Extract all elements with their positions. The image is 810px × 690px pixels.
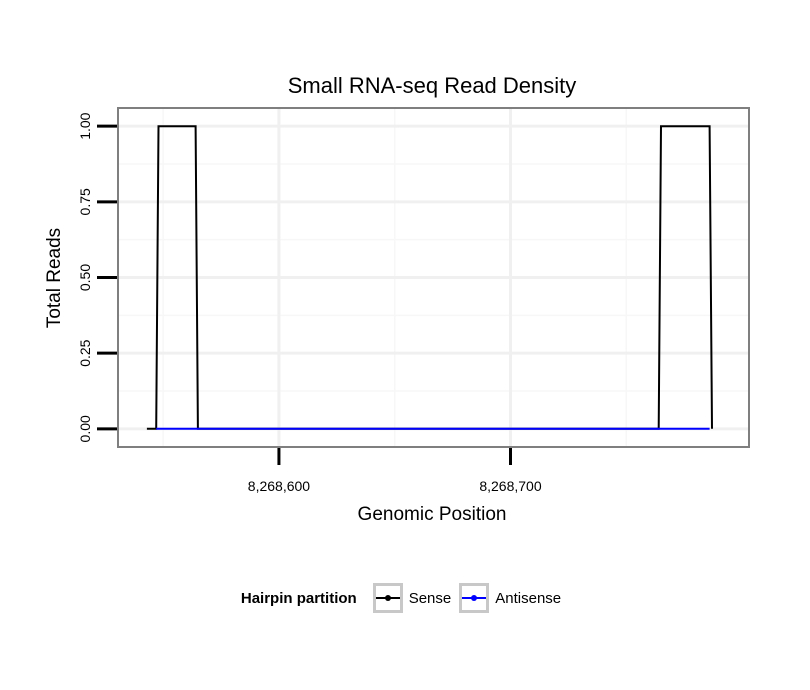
- y-tick-label: 0.50: [77, 264, 93, 291]
- legend-item-sense: Sense: [372, 583, 452, 613]
- x-tick-label: 8,268,700: [479, 478, 541, 494]
- panel-border: [117, 107, 750, 448]
- legend-key-sense: [372, 583, 403, 613]
- legend-title: Hairpin partition: [240, 589, 357, 607]
- legend-key-antisense: [459, 583, 490, 613]
- sense-line-point-icon: [375, 595, 400, 601]
- legend-item-antisense: Antisense: [459, 583, 561, 613]
- legend: Hairpin partition Sense Antisense: [0, 576, 810, 620]
- legend-label-sense: Sense: [408, 589, 452, 607]
- y-tick-label: 0.00: [77, 415, 93, 442]
- y-tick-label: 0.25: [77, 339, 93, 366]
- x-tick-label: 8,268,600: [248, 478, 310, 494]
- chart-title: Small RNA-seq Read Density: [288, 73, 577, 98]
- y-tick-label: 0.75: [77, 188, 93, 215]
- legend-label-antisense: Antisense: [495, 589, 562, 607]
- y-axis-title: Total Reads: [44, 228, 65, 328]
- x-axis-ticks: 8,268,600 8,268,700: [248, 448, 542, 494]
- x-axis-title: Genomic Position: [358, 504, 507, 525]
- antisense-line-point-icon: [462, 595, 487, 601]
- series-lines: [146, 125, 713, 430]
- y-axis-ticks: 0.00 0.25 0.50 0.75 1.00: [77, 112, 117, 442]
- y-tick-label: 1.00: [77, 112, 93, 139]
